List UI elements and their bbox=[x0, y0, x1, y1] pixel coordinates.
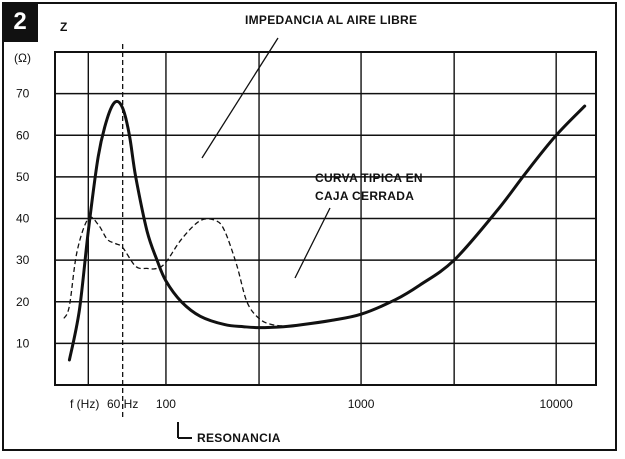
x-tick-label: 1000 bbox=[348, 397, 375, 411]
annotation-open-air: IMPEDANCIA AL AIRE LIBRE bbox=[245, 13, 417, 27]
annotation-closed-box-leader bbox=[294, 207, 331, 279]
x-tick-label: 10000 bbox=[539, 397, 573, 411]
plot-area-border bbox=[54, 51, 597, 386]
series-layer bbox=[63, 99, 587, 362]
y-tick-label: 50 bbox=[16, 170, 30, 184]
figure-frame bbox=[2, 2, 617, 451]
y-tick-label: 30 bbox=[16, 253, 30, 267]
series-closed-box-line bbox=[63, 216, 294, 328]
x-axis-unit: f (Hz) bbox=[70, 397, 99, 411]
annotation-closed-box-line2: CAJA CERRADA bbox=[315, 189, 414, 203]
annotation-open-air-leader bbox=[201, 37, 279, 159]
y-tick-label: 20 bbox=[16, 295, 30, 309]
y-tick-labels: 10 20 30 40 50 60 70 bbox=[16, 87, 30, 351]
figure-number-badge: 2 bbox=[2, 2, 38, 42]
series-open-air-line bbox=[67, 99, 587, 362]
chart-grid bbox=[55, 44, 596, 418]
x-tick-labels: 100 1000 10000 60 Hz bbox=[107, 397, 573, 411]
y-tick-label: 10 bbox=[16, 336, 30, 350]
resonance-caption: RESONANCIA bbox=[197, 431, 281, 445]
resonance-tick-label: 60 Hz bbox=[107, 397, 138, 411]
x-tick-label: 100 bbox=[156, 397, 176, 411]
y-tick-label: 40 bbox=[16, 212, 30, 226]
y-tick-label: 70 bbox=[16, 87, 30, 101]
y-axis-symbol: Z bbox=[60, 20, 67, 34]
y-tick-label: 60 bbox=[16, 128, 30, 142]
annotation-closed-box-line1: CURVA TIPICA EN bbox=[315, 171, 423, 185]
y-axis-unit: (Ω) bbox=[14, 51, 31, 65]
